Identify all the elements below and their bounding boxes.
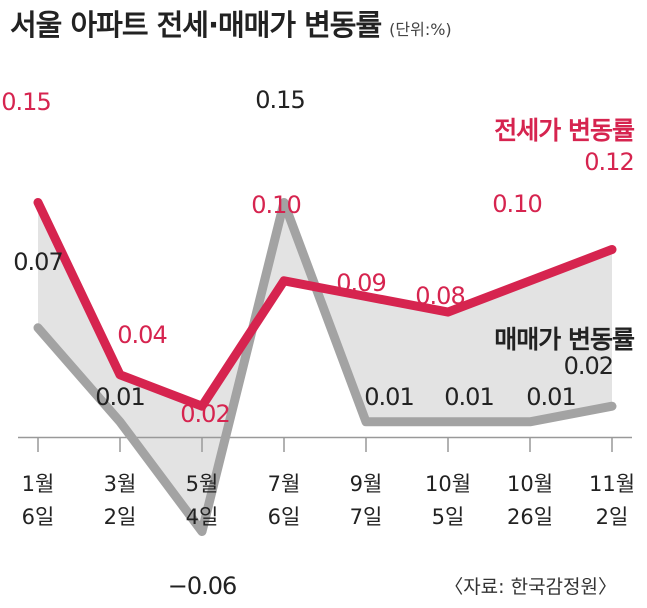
unit-label: (단위:%) (389, 20, 452, 39)
sale-value-label: 0.01 (364, 383, 413, 411)
title-row: 서울 아파트 전세·매매가 변동률 (단위:%) (10, 2, 452, 46)
jeonse-value-label: 0.10 (251, 191, 300, 219)
series-line-jeonse (33, 198, 617, 411)
series-label-jeonse: 전세가 변동률 (494, 116, 635, 145)
x-tick-label: 26일 (507, 505, 553, 529)
x-tick-label: 6일 (268, 505, 301, 529)
jeonse-value-label: 0.12 (584, 148, 633, 176)
jeonse-value-label: 0.04 (117, 321, 166, 349)
x-tick-label: 4일 (186, 505, 219, 529)
x-tick-label: 6일 (22, 505, 55, 529)
jeonse-value-label: 0.10 (492, 190, 541, 218)
spread-area (38, 202, 612, 532)
x-tick-label: 5일 (432, 505, 465, 529)
sale-value-label: 0.02 (564, 352, 613, 380)
jeonse-value-label: 0.09 (336, 269, 385, 297)
sale-value-label: 0.01 (526, 383, 575, 411)
series-label-sale: 매매가 변동률 (494, 325, 635, 354)
series-line-sale (33, 198, 617, 536)
x-tick-label: 5월 (186, 472, 219, 496)
x-tick-label: 2일 (596, 505, 629, 529)
sale-value-label: 0.01 (444, 383, 493, 411)
x-tick-label: 2일 (104, 505, 137, 529)
sale-value-label: −0.06 (168, 572, 237, 600)
jeonse-value-label: 0.02 (180, 400, 229, 428)
jeonse-value-label: 0.08 (415, 282, 464, 310)
x-tick-label: 10월 (425, 472, 471, 496)
x-tick-label: 3월 (104, 472, 137, 496)
x-tick-label: 10월 (507, 472, 553, 496)
sale-value-label: 0.01 (95, 383, 144, 411)
sale-value-label: 0.15 (255, 86, 304, 114)
x-tick-label: 7일 (350, 505, 383, 529)
sale-value-label: 0.07 (13, 248, 62, 276)
chart-title: 서울 아파트 전세·매매가 변동률 (10, 8, 382, 42)
x-tick-label: 11월 (589, 472, 635, 496)
x-tick-label: 9월 (350, 472, 383, 496)
x-tick-label: 1월 (22, 472, 55, 496)
source-label: 〈자료: 한국감정원〉 (444, 576, 617, 598)
jeonse-value-label: 0.15 (1, 88, 50, 116)
x-tick-label: 7월 (268, 472, 301, 496)
